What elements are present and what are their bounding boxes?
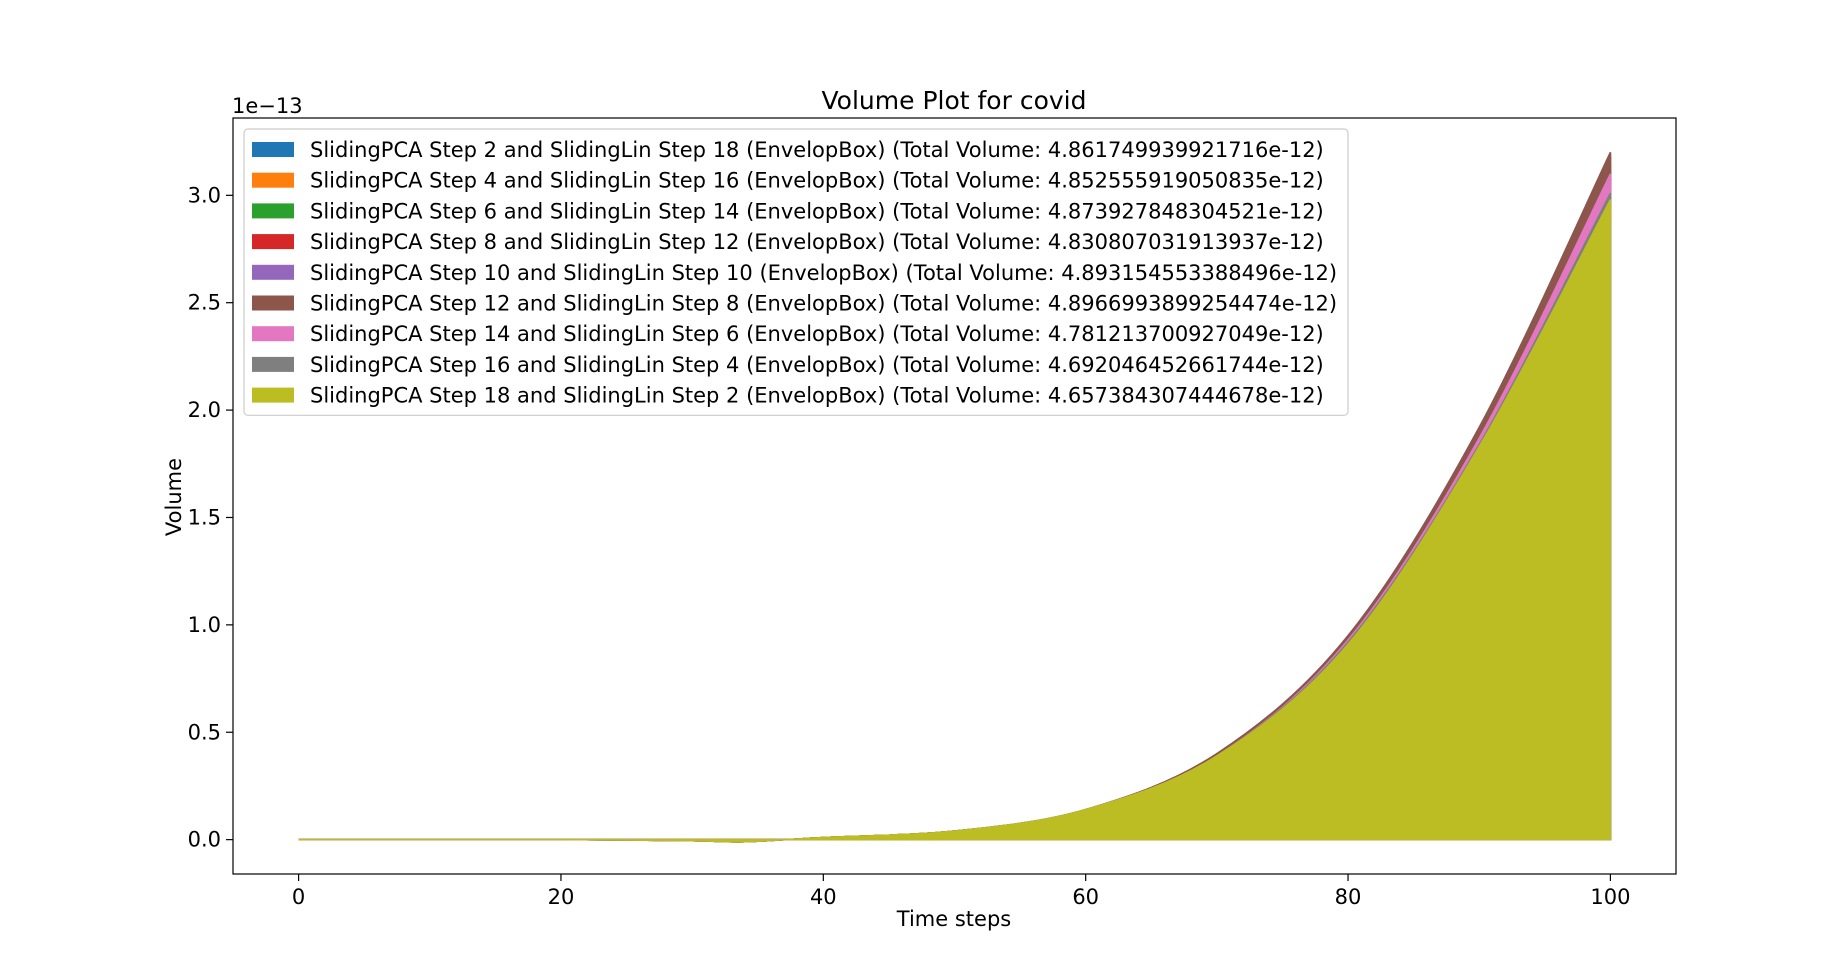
legend-label: SlidingPCA Step 14 and SlidingLin Step 6… — [310, 322, 1324, 346]
legend-label: SlidingPCA Step 6 and SlidingLin Step 14… — [310, 199, 1324, 223]
legend-swatch — [252, 142, 294, 157]
legend-swatch — [252, 295, 294, 311]
y-axis-offset-text: 1e−13 — [232, 94, 303, 118]
legend-label: SlidingPCA Step 2 and SlidingLin Step 18… — [310, 138, 1324, 162]
axes-frame — [232, 117, 1677, 875]
legend-label: SlidingPCA Step 8 and SlidingLin Step 12… — [310, 230, 1324, 254]
legend-swatch — [252, 264, 294, 280]
y-tick-label: 0.0 — [188, 828, 221, 852]
chart-title: Volume Plot for covid — [822, 86, 1087, 115]
legend-swatch — [252, 387, 294, 403]
x-tick-label: 40 — [810, 885, 837, 909]
legend-swatch — [252, 356, 294, 372]
x-tick-label: 80 — [1335, 885, 1362, 909]
x-axis-label: Time steps — [896, 907, 1011, 931]
legend-label: SlidingPCA Step 12 and SlidingLin Step 8… — [310, 292, 1337, 316]
legend-label: SlidingPCA Step 4 and SlidingLin Step 16… — [310, 169, 1324, 193]
y-axis-label: Volume — [162, 458, 186, 536]
legend: SlidingPCA Step 2 and SlidingLin Step 18… — [243, 128, 1349, 416]
legend-label: SlidingPCA Step 16 and SlidingLin Step 4… — [310, 353, 1324, 377]
y-tick-label: 2.0 — [188, 398, 221, 422]
y-tick-label: 1.0 — [188, 613, 221, 637]
y-tick-label: 1.5 — [188, 505, 221, 529]
legend-label: SlidingPCA Step 18 and SlidingLin Step 2… — [310, 384, 1324, 408]
x-tick-label: 60 — [1072, 885, 1099, 909]
series-area-9 — [298, 199, 1612, 843]
legend-frame — [243, 128, 1349, 416]
y-tick-label: 0.5 — [188, 720, 221, 744]
y-tick-label: 3.0 — [188, 183, 221, 207]
legend-label: SlidingPCA Step 10 and SlidingLin Step 1… — [310, 261, 1337, 285]
legend-swatch — [252, 326, 294, 342]
axes: 0 20 40 60 80 100 0.0 0.5 1.0 1.5 2.0 2.5 3.0 — [188, 117, 1677, 909]
legend-swatch — [252, 234, 294, 250]
x-tick-label: 100 — [1590, 885, 1630, 909]
legend-swatch — [252, 172, 294, 188]
legend-swatch — [252, 203, 294, 219]
x-tick-label: 20 — [548, 885, 575, 909]
plot-area — [298, 152, 1612, 843]
x-tick-label: 0 — [292, 885, 305, 909]
y-tick-label: 2.5 — [188, 291, 221, 315]
